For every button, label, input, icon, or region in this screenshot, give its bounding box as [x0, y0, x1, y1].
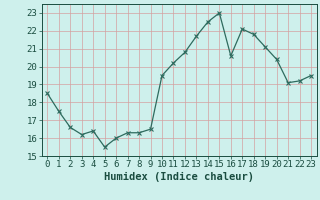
- X-axis label: Humidex (Indice chaleur): Humidex (Indice chaleur): [104, 172, 254, 182]
